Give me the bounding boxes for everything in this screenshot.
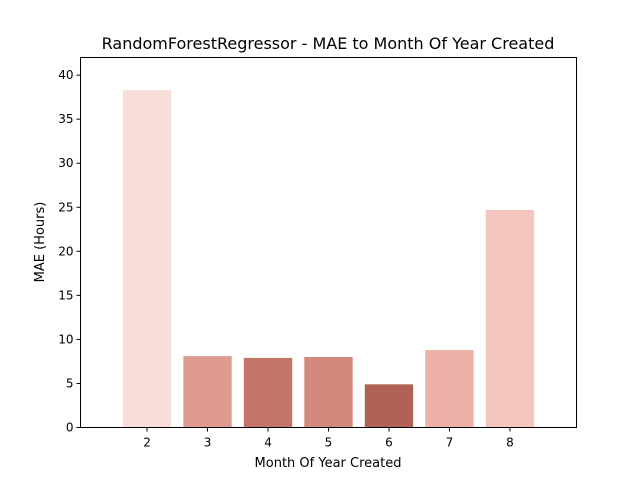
bar-month-4 [243, 357, 293, 428]
x-tick-label: 5 [325, 436, 333, 450]
x-tick-label: 3 [204, 436, 212, 450]
bar-month-3 [183, 356, 232, 428]
x-tick-label: 8 [506, 436, 514, 450]
x-axis-ticks: 2 3 4 5 6 7 8 [143, 427, 514, 450]
bar-month-2 [122, 90, 172, 428]
bars [122, 90, 535, 428]
x-tick-label: 6 [385, 436, 393, 450]
chart-title: RandomForestRegressor - MAE to Month Of … [102, 34, 555, 53]
x-tick-label: 7 [446, 436, 454, 450]
y-tick-label: 5 [66, 376, 74, 390]
bar-month-8 [485, 209, 535, 428]
y-axis-label: MAE (Hours) [33, 202, 48, 283]
x-axis-label: Month Of Year Created [255, 456, 402, 471]
y-tick-label: 30 [58, 156, 73, 170]
plot-frame [80, 57, 577, 428]
x-tick-label: 4 [264, 436, 272, 450]
y-tick-label: 25 [58, 200, 73, 214]
bar-month-6 [364, 384, 414, 428]
y-axis-ticks: 0 5 10 15 20 25 30 35 40 [58, 68, 81, 435]
y-tick-label: 35 [58, 112, 73, 126]
y-tick-label: 0 [66, 421, 74, 435]
y-tick-label: 10 [58, 332, 73, 346]
y-tick-label: 40 [58, 68, 73, 82]
bar-month-7 [425, 349, 474, 428]
y-tick-label: 20 [58, 244, 73, 258]
bar-month-5 [304, 357, 353, 428]
x-tick-label: 2 [143, 436, 151, 450]
y-tick-label: 15 [58, 288, 73, 302]
